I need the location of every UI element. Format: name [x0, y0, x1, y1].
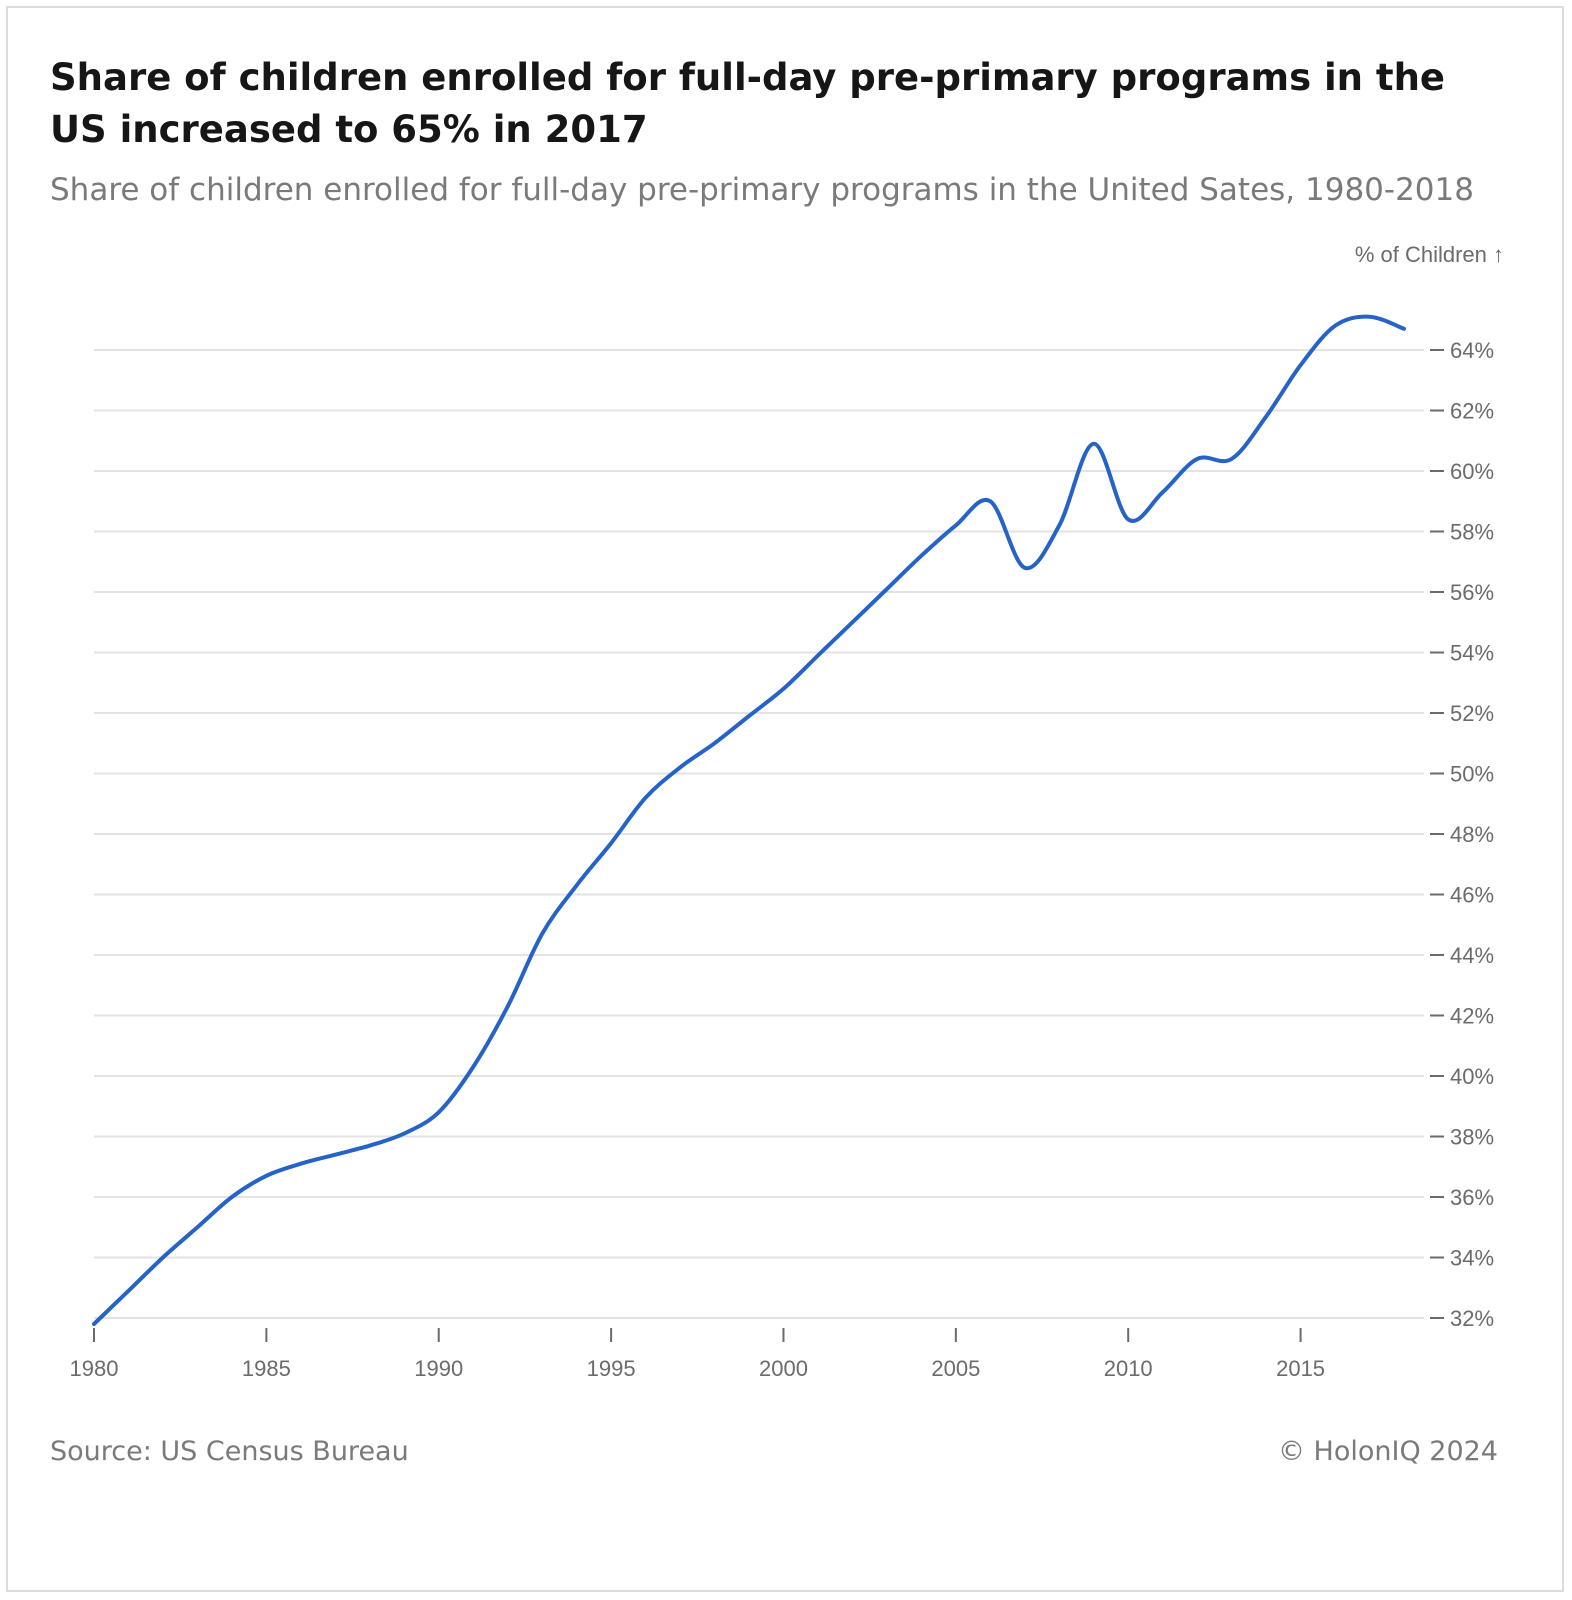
y-tick-label: 54%	[1450, 641, 1494, 666]
x-tick-label: 1985	[242, 1356, 291, 1381]
data-point	[540, 932, 544, 936]
data-point	[126, 1289, 130, 1293]
data-point	[850, 620, 854, 624]
data-point	[92, 1322, 96, 1326]
data-point	[1195, 457, 1199, 461]
y-tick-label: 56%	[1450, 580, 1494, 605]
chart-card	[6, 6, 1564, 1592]
y-tick-label: 38%	[1450, 1125, 1494, 1150]
data-point	[885, 587, 889, 591]
data-point	[402, 1131, 406, 1135]
data-point	[609, 841, 613, 845]
y-tick-label: 62%	[1450, 399, 1494, 424]
source-note: Source: US Census Bureau	[50, 1436, 409, 1467]
y-tick-label: 52%	[1450, 701, 1494, 726]
data-point	[1230, 457, 1234, 461]
series-line	[92, 314, 1406, 1326]
y-tick-label: 46%	[1450, 883, 1494, 908]
data-point	[678, 765, 682, 769]
data-point	[1023, 566, 1027, 570]
data-point	[1092, 442, 1096, 446]
y-tick-label: 42%	[1450, 1004, 1494, 1029]
data-point	[437, 1110, 441, 1114]
data-point	[1299, 363, 1303, 367]
y-tick-label: 58%	[1450, 520, 1494, 545]
data-point	[988, 499, 992, 503]
x-tick-label: 2010	[1104, 1356, 1153, 1381]
y-tick-label: 32%	[1450, 1306, 1494, 1331]
y-tick-label: 34%	[1450, 1246, 1494, 1271]
data-point	[264, 1174, 268, 1178]
data-point	[230, 1195, 234, 1199]
data-point	[1161, 490, 1165, 494]
data-point	[299, 1162, 303, 1166]
y-axis-label: % of Children ↑	[1355, 242, 1504, 267]
data-point	[1368, 315, 1372, 319]
data-point	[575, 883, 579, 887]
data-point	[471, 1065, 475, 1069]
y-tick-label: 36%	[1450, 1185, 1494, 1210]
data-point	[195, 1225, 199, 1229]
y-tick-label: 44%	[1450, 943, 1494, 968]
x-tick-label: 1980	[70, 1356, 119, 1381]
x-tick-label: 2015	[1276, 1356, 1325, 1381]
data-point	[1333, 324, 1337, 328]
data-point	[816, 654, 820, 658]
data-point	[713, 741, 717, 745]
x-axis: 1980 1985 1990 1995 2000 2005 2010 2015	[70, 1328, 1325, 1381]
data-point	[919, 554, 923, 558]
copyright-note: © HolonIQ 2024	[1277, 1436, 1498, 1467]
y-tick-label: 40%	[1450, 1064, 1494, 1089]
data-point	[1126, 517, 1130, 521]
data-point	[368, 1144, 372, 1148]
data-point	[747, 714, 751, 718]
chart-title: Share of children enrolled for full-day …	[50, 56, 1446, 151]
series-group	[92, 314, 1406, 1326]
gridlines	[94, 349, 1424, 1319]
data-point	[1402, 327, 1406, 331]
y-tick-label: 50%	[1450, 762, 1494, 787]
x-tick-label: 1990	[414, 1356, 463, 1381]
data-point	[954, 523, 958, 527]
y-tick-label: 60%	[1450, 459, 1494, 484]
data-point	[506, 1004, 510, 1008]
data-point	[333, 1153, 337, 1157]
line-chart: 1980 1985 1990 1995 2000 2005 2010 2015 32%34%3…	[70, 242, 1504, 1381]
data-point	[781, 687, 785, 691]
data-point	[1057, 523, 1061, 527]
y-tick-label: 64%	[1450, 338, 1494, 363]
x-tick-label: 2005	[931, 1356, 980, 1381]
y-tick-label: 48%	[1450, 822, 1494, 847]
data-point	[644, 796, 648, 800]
y-axis: 32% 34% 36% 38% 40% 42% 44% 46% 48% 50% 52% 54% 56% 5…	[1430, 338, 1494, 1331]
data-point	[1264, 415, 1268, 419]
x-tick-label: 2000	[759, 1356, 808, 1381]
x-tick-label: 1995	[587, 1356, 636, 1381]
chart-subtitle: Share of children enrolled for full-day …	[50, 172, 1474, 208]
data-point	[161, 1256, 165, 1260]
